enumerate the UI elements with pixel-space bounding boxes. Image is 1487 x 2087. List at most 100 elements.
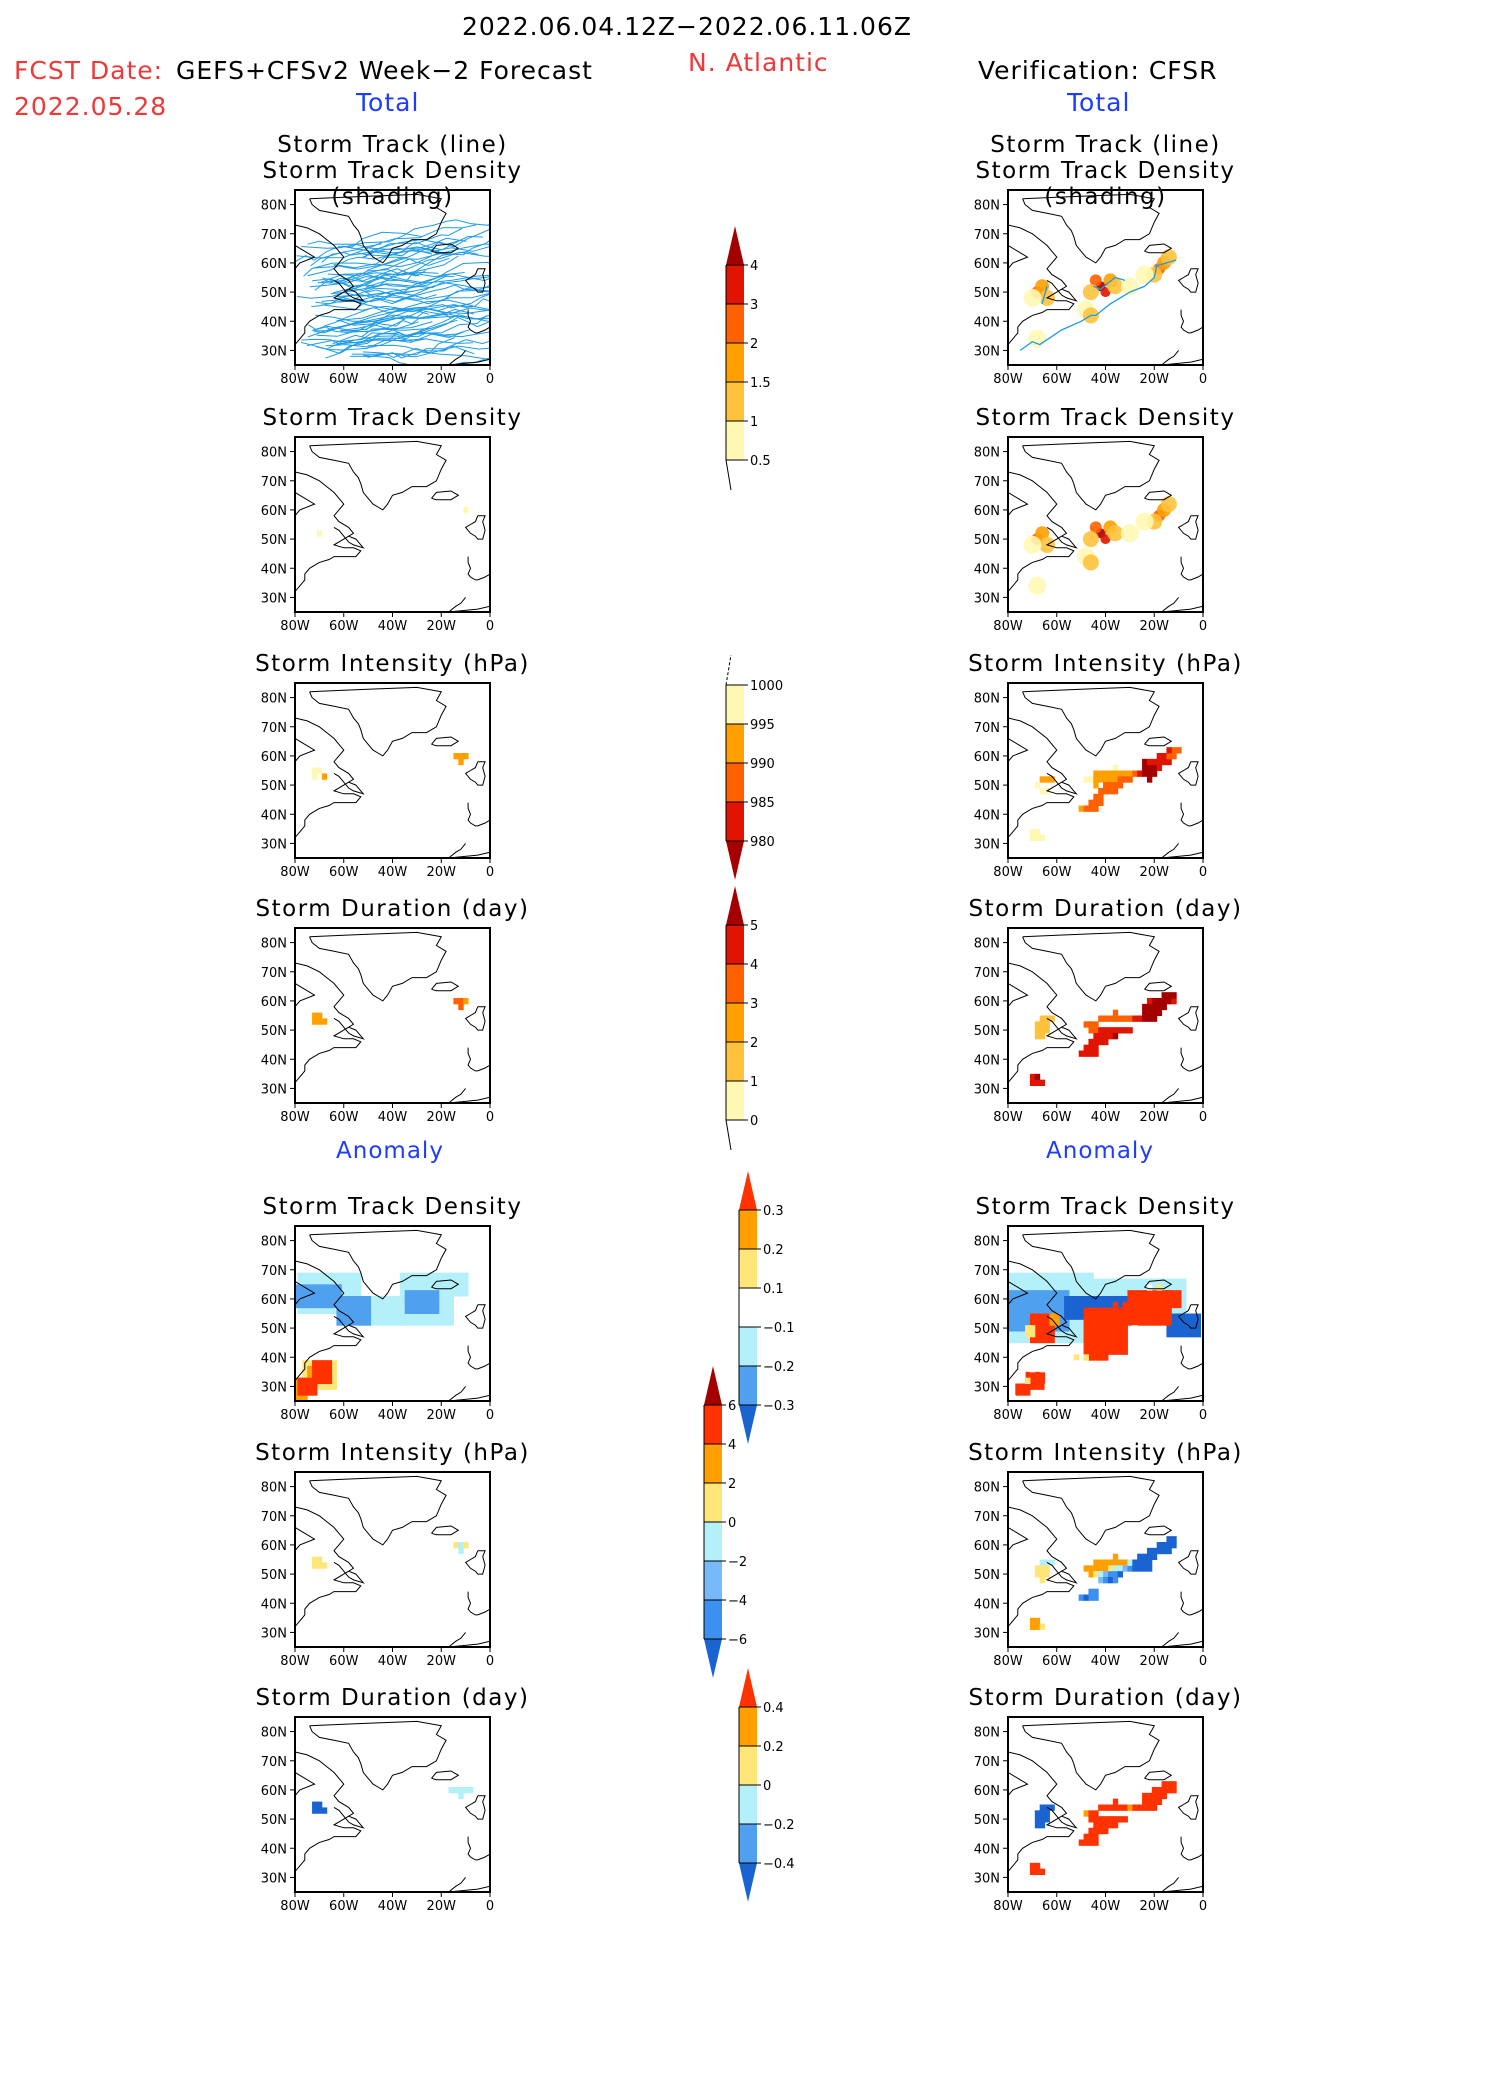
grid-cell [1093, 1827, 1099, 1835]
grid-cell [312, 1366, 318, 1373]
coastline [1022, 931, 1160, 1002]
y-tick-label: 60N [974, 504, 1000, 519]
grid-cell [1008, 1301, 1011, 1309]
grid-cell [1088, 1272, 1094, 1279]
coastline [309, 1720, 447, 1791]
grid-cell [1142, 1792, 1148, 1800]
grid-cell [419, 1301, 425, 1309]
grid-cell [429, 1296, 435, 1303]
grid-cell [1146, 1307, 1153, 1314]
grid-cell [1088, 776, 1094, 783]
storm-track-line [327, 255, 459, 277]
grid-cell [1083, 1272, 1089, 1279]
storm-track-line [362, 337, 456, 359]
grid-cell [1098, 776, 1104, 783]
grid-cell [302, 1395, 308, 1401]
grid-cell [1112, 1798, 1119, 1805]
grid-cell [1083, 1348, 1089, 1355]
grid-cell [1166, 1536, 1172, 1543]
y-tick-label: 60N [261, 1539, 287, 1554]
grid-cell [1098, 1015, 1104, 1022]
grid-cell [1142, 770, 1148, 777]
grid-cell [355, 1319, 362, 1326]
y-tick-label: 40N [261, 1351, 287, 1366]
grid-cell [1044, 1383, 1050, 1390]
coastline [295, 962, 362, 1083]
y-tick-label: 40N [974, 1597, 1000, 1612]
grid-cell [1020, 1272, 1026, 1279]
grid-cell [341, 1301, 347, 1309]
grid-cell [438, 1319, 445, 1326]
grid-cell [321, 1807, 328, 1814]
grid-cell [463, 1290, 469, 1297]
grid-cell [1034, 1383, 1041, 1390]
x-tick-label: 60W [1042, 1110, 1072, 1125]
grid-cell [1142, 1307, 1148, 1314]
grid-cell [1025, 1284, 1031, 1291]
grid-cell [380, 1319, 386, 1326]
x-tick-label: 40W [378, 1654, 408, 1669]
coastline [1160, 1877, 1203, 1892]
grid-cell [1008, 1296, 1011, 1303]
grid-cell [1127, 1565, 1133, 1572]
map-panel-vf-duration-anom: 80W 60W 40W 20W 0 80N 70N 60N 50N 40N 30N [974, 1716, 1207, 1914]
storm-track-line [315, 321, 419, 354]
grid-cell [1176, 1284, 1182, 1291]
grid-cell [1112, 1342, 1119, 1349]
grid-cell [1025, 1331, 1031, 1338]
grid-cell [414, 1284, 420, 1291]
grid-cell [312, 1389, 318, 1396]
grid-cell [1146, 1301, 1153, 1309]
grid-cell [1117, 1296, 1124, 1303]
grid-cell [414, 1319, 420, 1326]
grid-cell [1103, 1331, 1109, 1338]
colorbar-extend-min [739, 1863, 757, 1902]
coastline [295, 1751, 362, 1872]
grid-cell [1083, 1307, 1089, 1314]
grid-cell [365, 1313, 372, 1320]
grid-cell [1127, 1307, 1133, 1314]
coastline [1022, 193, 1160, 264]
x-tick-label: 20W [1140, 372, 1170, 387]
grid-cell [1098, 1348, 1104, 1355]
grid-cell [1107, 1296, 1114, 1303]
grid-cell [1039, 1033, 1046, 1040]
grid-cell [1181, 1301, 1187, 1309]
grid-cell [1093, 776, 1099, 783]
grid-cell [458, 753, 464, 760]
y-tick-label: 60N [974, 995, 1000, 1010]
y-tick-label: 70N [261, 721, 287, 736]
storm-track-line [306, 337, 473, 347]
grid-cell [355, 1278, 362, 1285]
grid-cell [438, 1290, 445, 1297]
grid-cell [1008, 1336, 1011, 1344]
grid-cell [414, 1313, 420, 1320]
grid-cell [1137, 1331, 1143, 1338]
grid-cell [1137, 1290, 1143, 1297]
grid-cell [360, 1313, 367, 1320]
y-tick-label: 70N [261, 1264, 287, 1279]
grid-cell [1107, 1325, 1114, 1332]
grid-cell [424, 1307, 430, 1314]
grid-cell [1078, 1839, 1085, 1846]
colorbar-extend-min [739, 1405, 757, 1444]
grid-cell [463, 1284, 469, 1291]
colorbar-label: 995 [750, 718, 775, 733]
grid-cell [1034, 782, 1041, 789]
grid-cell [1146, 1296, 1153, 1303]
grid-cell [1039, 1810, 1046, 1817]
grid-cell [312, 773, 318, 780]
grid-cell [1107, 1822, 1114, 1829]
grid-cell [1195, 1319, 1202, 1326]
grid-cell [336, 1354, 342, 1361]
grid-cell [1132, 1559, 1138, 1566]
y-tick-label: 30N [261, 1380, 287, 1395]
grid-cell [1020, 1325, 1026, 1332]
grid-cell [1161, 1301, 1167, 1309]
map-frame [294, 682, 491, 859]
grid-cell [1035, 526, 1050, 541]
colorbar-extend-min [704, 1639, 722, 1678]
grid-cell [1103, 1342, 1109, 1349]
x-tick-label: 60W [329, 1408, 359, 1423]
grid-cell [1093, 1319, 1099, 1326]
